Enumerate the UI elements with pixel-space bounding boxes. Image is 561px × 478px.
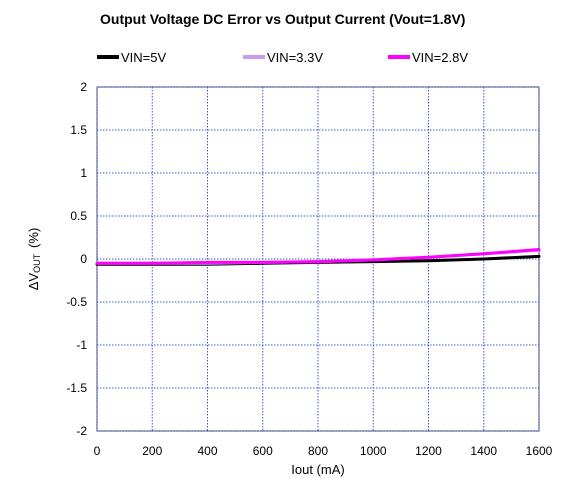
x-tick-label: 1200	[415, 444, 442, 458]
y-axis-label-unit: (%)	[26, 228, 41, 248]
y-axis-label: ΔVOUT (%)	[26, 228, 42, 291]
x-axis-ticks: 0 200 400 600 800 1000 1200 1400 1600	[94, 444, 553, 458]
x-tick-label: 1400	[470, 444, 497, 458]
y-tick-label: -2	[76, 424, 87, 438]
x-tick-label: 200	[142, 444, 162, 458]
x-tick-label: 800	[308, 444, 328, 458]
y-tick-label: -1	[76, 338, 87, 352]
y-tick-label: 1.5	[70, 123, 87, 137]
x-tick-label: 1000	[360, 444, 387, 458]
chart-legend: VIN=5V VIN=3.3V VIN=2.8V	[97, 50, 468, 65]
x-tick-label: 600	[253, 444, 273, 458]
y-axis-label-sub: OUT	[32, 253, 42, 273]
y-tick-label: 0.5	[70, 209, 87, 223]
chart-title: Output Voltage DC Error vs Output Curren…	[100, 11, 465, 27]
x-tick-label: 1600	[526, 444, 553, 458]
x-axis-label: Iout (mA)	[291, 462, 344, 477]
series-line-3	[95, 248, 541, 265]
y-tick-label: -0.5	[66, 295, 87, 309]
y-tick-label: -1.5	[66, 381, 87, 395]
y-tick-label: 0	[80, 252, 87, 266]
x-tick-label: 400	[197, 444, 217, 458]
legend-label-3: VIN=2.8V	[412, 50, 468, 65]
y-axis-ticks: 2 1.5 1 0.5 0 -0.5 -1 -1.5 -2	[66, 80, 87, 438]
y-tick-label: 2	[80, 80, 87, 94]
legend-label-1: VIN=5V	[121, 50, 166, 65]
y-tick-label: 1	[80, 166, 87, 180]
y-axis-label-main: ΔV	[26, 273, 41, 291]
legend-label-2: VIN=3.3V	[267, 50, 323, 65]
x-tick-label: 0	[94, 444, 101, 458]
series-lines	[95, 248, 541, 266]
